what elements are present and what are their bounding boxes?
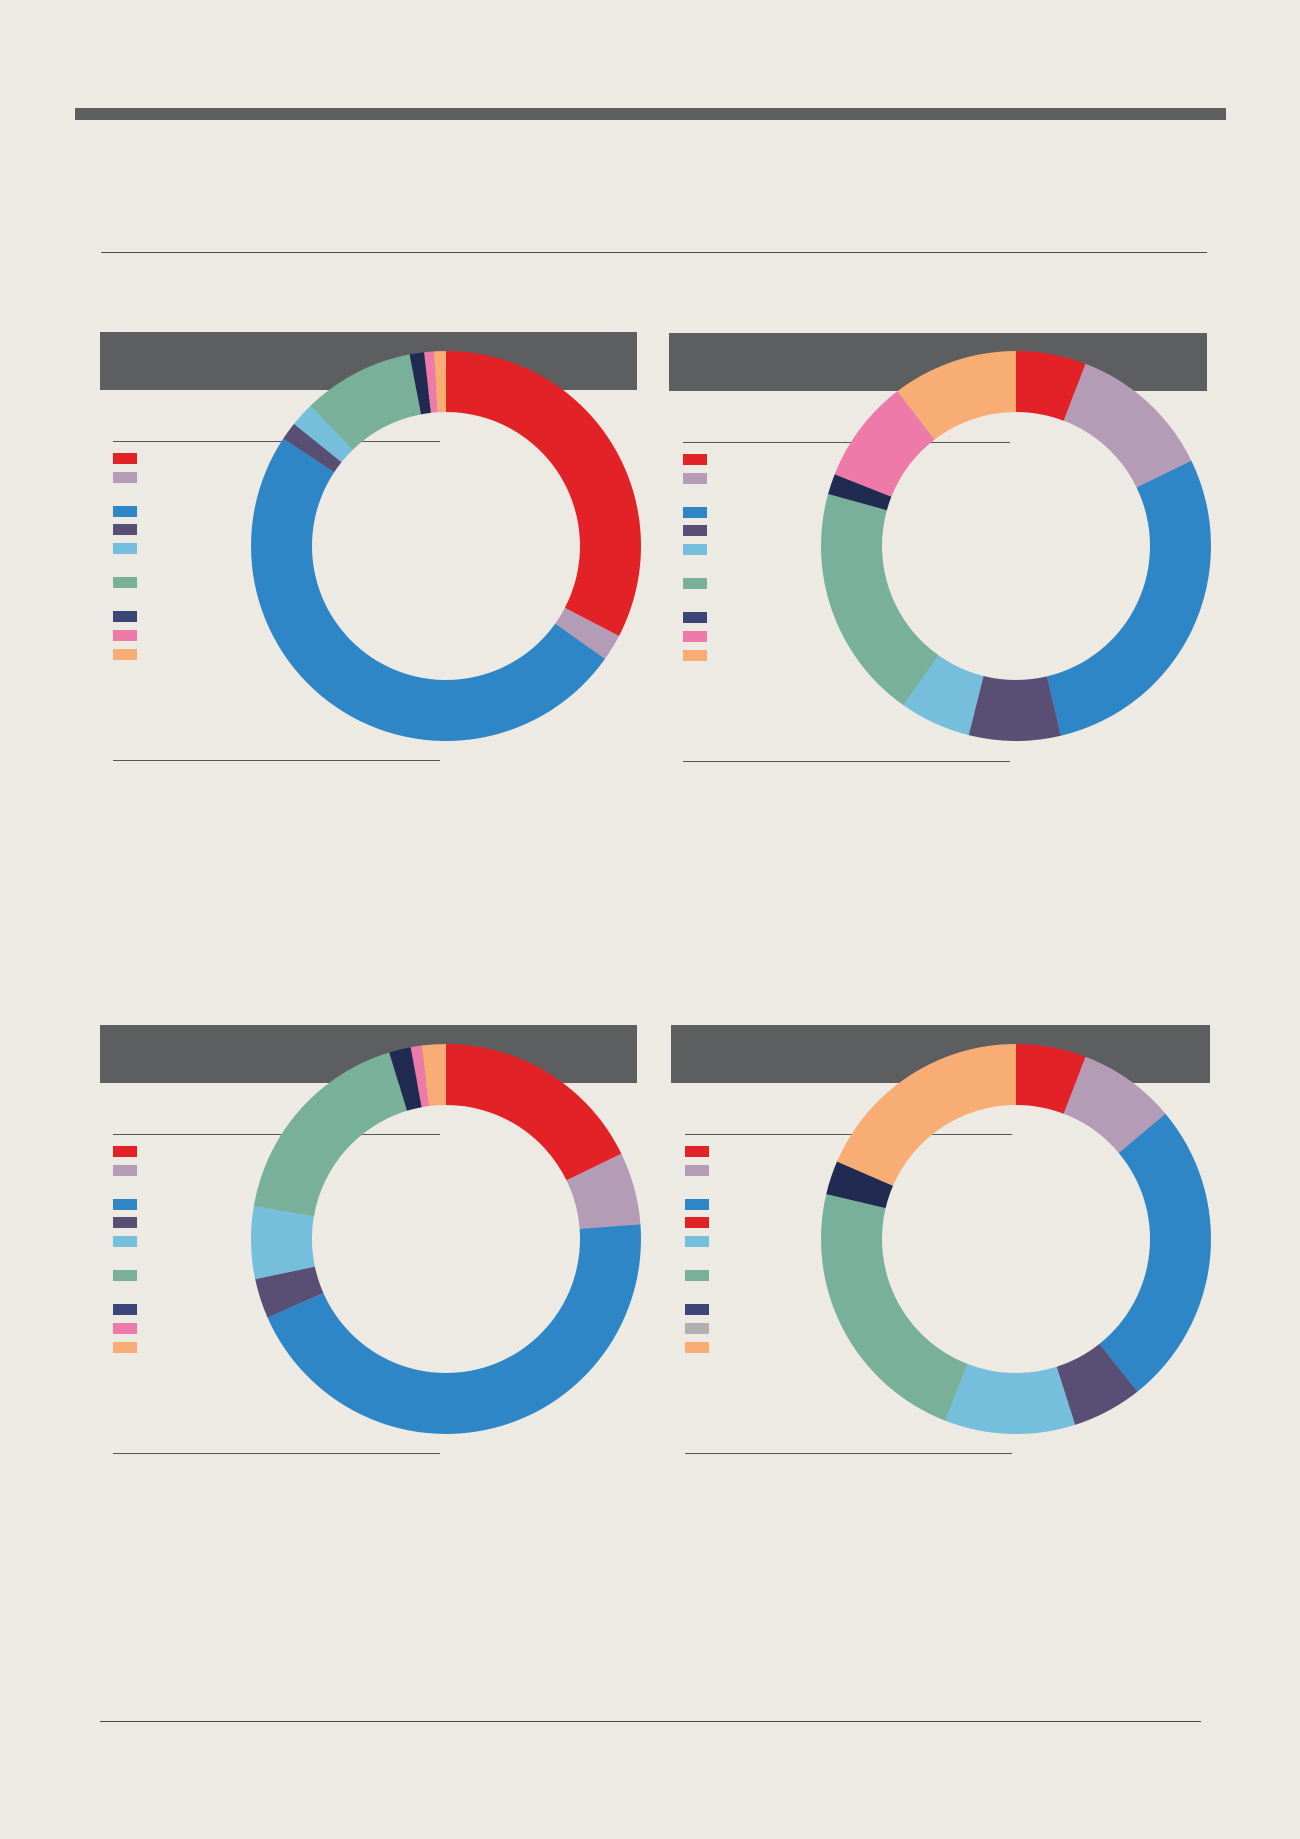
- legend-4-swatch-5: [685, 1236, 709, 1247]
- donut-1-segment-9: [433, 351, 446, 413]
- legend-3-swatch-7: [113, 1304, 137, 1315]
- legend-1-swatch-9: [113, 649, 137, 660]
- legend-1-swatch-5: [113, 543, 137, 554]
- donut-1-segment-5: [293, 405, 353, 463]
- section-rule: [101, 252, 1207, 253]
- legend-2-swatch-8: [683, 631, 707, 642]
- donut-1-segment-3: [250, 438, 606, 742]
- donut-4-segment-7: [826, 1161, 894, 1209]
- donut-2-segment-9: [897, 351, 1016, 440]
- legend-2-swatch-7: [683, 612, 707, 623]
- top-bar: [75, 108, 1226, 120]
- legend-2-swatch-9: [683, 650, 707, 661]
- legend-1-swatch-7: [113, 611, 137, 622]
- legend-1-swatch-3: [113, 506, 137, 517]
- donut-4-segment-5: [945, 1363, 1076, 1434]
- legend-2-swatch-5: [683, 544, 707, 555]
- donut-4-segment-6: [821, 1194, 968, 1421]
- legend-3-swatch-2: [113, 1165, 137, 1176]
- donut-3-segment-9: [421, 1044, 446, 1107]
- legend-4-swatch-8: [685, 1323, 709, 1334]
- legend-4-bottom-rule: [685, 1453, 1012, 1454]
- donut-4-segment-8: [837, 1044, 1016, 1186]
- donut-2-segment-2: [1063, 363, 1192, 488]
- donut-3-segment-1: [446, 1044, 622, 1181]
- legend-1-swatch-1: [113, 453, 137, 464]
- donut-4-segment-1: [1016, 1044, 1086, 1114]
- legend-3-top-rule: [113, 1134, 440, 1135]
- donut-3-segment-3: [267, 1224, 641, 1435]
- legend-1-bottom-rule: [113, 760, 440, 761]
- donut-1-segment-6: [310, 354, 422, 450]
- donut-2-segment-7: [828, 474, 892, 511]
- legend-3-swatch-3: [113, 1199, 137, 1210]
- donut-2-segment-5: [903, 655, 984, 736]
- legend-4-swatch-6: [685, 1270, 709, 1281]
- legend-3-swatch-9: [113, 1342, 137, 1353]
- donut-1-segment-7: [409, 352, 431, 415]
- legend-3-swatch-6: [113, 1270, 137, 1281]
- donut-1-segment-1: [446, 351, 641, 637]
- legend-2-swatch-1: [683, 454, 707, 465]
- donut-3-segment-8: [410, 1045, 430, 1108]
- legend-3-swatch-4: [113, 1217, 137, 1228]
- donut-4-segment-2: [1063, 1056, 1166, 1153]
- legend-2-swatch-2: [683, 473, 707, 484]
- bottom-rule: [100, 1721, 1201, 1722]
- legend-2-swatch-3: [683, 507, 707, 518]
- legend-1-swatch-6: [113, 577, 137, 588]
- legend-4-swatch-3: [685, 1199, 709, 1210]
- legend-2-bottom-rule: [683, 761, 1010, 762]
- donut-1-segment-2: [555, 607, 619, 659]
- legend-4-swatch-4: [685, 1217, 709, 1228]
- legend-3-swatch-8: [113, 1323, 137, 1334]
- donut-2-segment-8: [834, 391, 935, 497]
- legend-3-swatch-1: [113, 1146, 137, 1157]
- donut-4-segment-3: [1099, 1113, 1212, 1392]
- donut-3-segment-7: [389, 1047, 422, 1111]
- legend-4-top-rule: [685, 1134, 1012, 1135]
- legend-4-swatch-1: [685, 1146, 709, 1157]
- donut-3-segment-2: [566, 1153, 641, 1229]
- donut-3-segment-6: [253, 1052, 408, 1217]
- donut-3-segment-4: [255, 1266, 324, 1318]
- legend-4-swatch-9: [685, 1342, 709, 1353]
- donut-2-segment-3: [1046, 460, 1212, 736]
- legend-1-swatch-4: [113, 524, 137, 535]
- donut-2-segment-6: [821, 493, 939, 706]
- donut-1-segment-4: [283, 423, 342, 473]
- legend-3-bottom-rule: [113, 1453, 440, 1454]
- legend-1-top-rule: [113, 441, 440, 442]
- legend-2-swatch-4: [683, 525, 707, 536]
- legend-3-swatch-5: [113, 1236, 137, 1247]
- donut-2-segment-4: [968, 675, 1061, 741]
- donut-3-segment-5: [250, 1206, 315, 1280]
- legend-1-swatch-2: [113, 472, 137, 483]
- legend-4-swatch-7: [685, 1304, 709, 1315]
- legend-2-top-rule: [683, 442, 1010, 443]
- donut-1-segment-8: [424, 351, 438, 413]
- donut-4-segment-4: [1056, 1343, 1138, 1425]
- donut-2-segment-1: [1016, 351, 1086, 421]
- legend-2-swatch-6: [683, 578, 707, 589]
- legend-4-swatch-2: [685, 1165, 709, 1176]
- legend-1-swatch-8: [113, 630, 137, 641]
